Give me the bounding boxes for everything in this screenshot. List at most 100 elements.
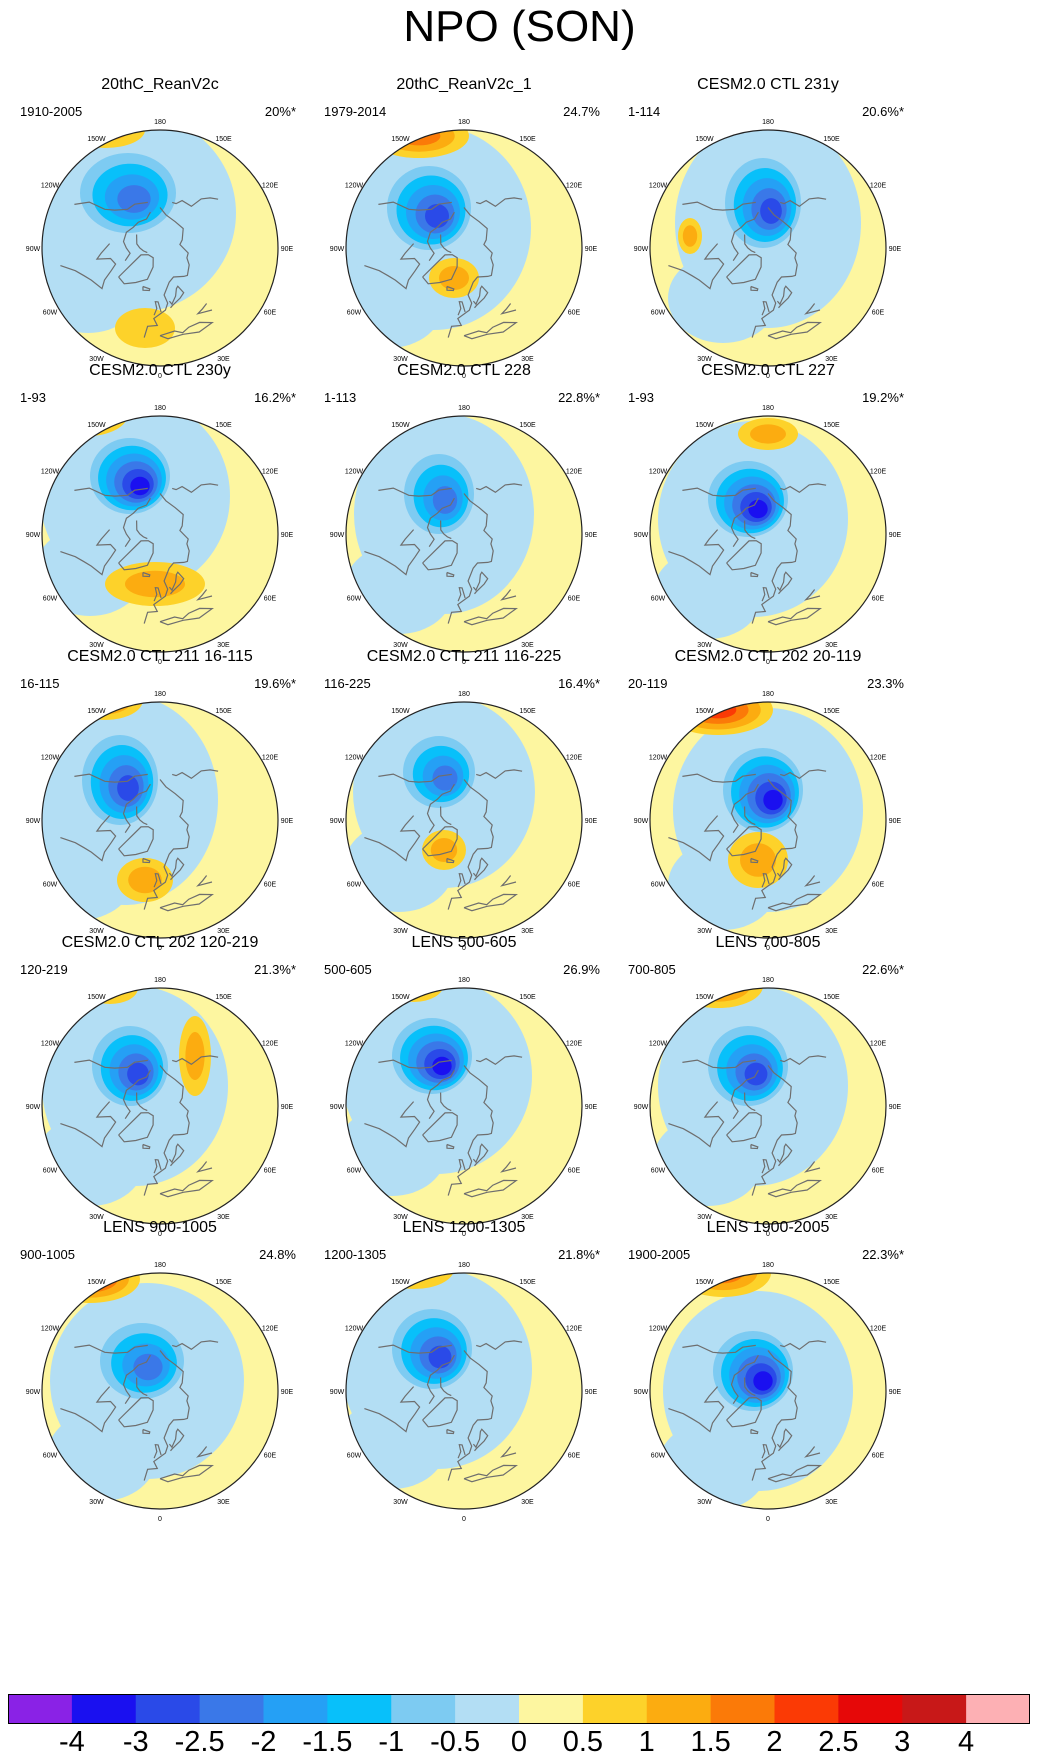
- longitude-label: 150E: [215, 1279, 232, 1286]
- panel-variance: 21.8%*: [558, 1247, 600, 1262]
- coastline: [750, 1143, 759, 1150]
- map-panel: CESM2.0 CTL 228 1-113 22.8%* 180 150E 120E 90E…: [314, 362, 614, 680]
- coastline: [143, 1065, 190, 1196]
- longitude-label: 120E: [262, 755, 279, 762]
- panel-years: 1-113: [324, 390, 357, 405]
- panel-title: LENS 700-805: [715, 934, 821, 951]
- coastline: [159, 1464, 215, 1483]
- coastline: [196, 303, 213, 315]
- longitude-label: 30W: [697, 928, 712, 935]
- coastline: [136, 1377, 148, 1397]
- longitude-label: 60E: [264, 310, 277, 317]
- longitude-label: 90W: [634, 246, 649, 253]
- panel-years: 900-1005: [20, 1247, 75, 1262]
- longitude-label: 150E: [823, 422, 840, 429]
- coastline: [153, 587, 162, 602]
- longitude-label: 180: [458, 119, 470, 126]
- coastline: [74, 1344, 148, 1354]
- coastline: [159, 893, 215, 912]
- coastline: [457, 1159, 466, 1174]
- coastline: [426, 783, 455, 834]
- longitude-label: 120E: [870, 469, 887, 476]
- longitude-label: 30W: [393, 928, 408, 935]
- colorbar-swatch: [774, 1694, 839, 1724]
- coastline: [74, 773, 148, 783]
- longitude-label: 30W: [89, 1214, 104, 1221]
- colorbar-label: 1.5: [690, 1726, 731, 1758]
- panel-title: LENS 900-1005: [103, 1219, 217, 1236]
- longitude-label: 60E: [264, 1168, 277, 1175]
- longitude-label: 60W: [651, 882, 666, 889]
- longitude-label: 150E: [215, 136, 232, 143]
- longitude-label: 30E: [521, 356, 534, 363]
- coastline: [457, 587, 466, 602]
- coastline: [118, 540, 154, 571]
- longitude-label: 60W: [651, 596, 666, 603]
- longitude-label: 120E: [566, 183, 583, 190]
- colorbar-label: -1: [378, 1726, 405, 1758]
- longitude-label: 60E: [872, 1168, 885, 1175]
- longitude-label: 150E: [215, 708, 232, 715]
- coastline: [668, 1101, 725, 1148]
- coastline: [457, 301, 466, 316]
- longitude-label: 120W: [345, 1326, 364, 1333]
- panel-variance: 22.3%*: [862, 1247, 904, 1262]
- longitude-label: 150E: [823, 1279, 840, 1286]
- coastline: [682, 487, 756, 497]
- colorbar: [8, 1694, 1030, 1724]
- map-panel: CESM2.0 CTL 202 120-219 120-219 21.3%* 180 1…: [10, 934, 310, 1252]
- coastline: [804, 875, 821, 887]
- coastline: [776, 285, 793, 309]
- panel-title: CESM2.0 CTL 230y: [89, 362, 231, 379]
- longitude-label: 180: [458, 691, 470, 698]
- longitude-label: 120E: [262, 469, 279, 476]
- map-panel: 20thC_ReanV2c_1 1979-2014 24.7% 180 150E 120E…: [314, 76, 614, 394]
- coastline: [682, 773, 756, 783]
- longitude-label: 150E: [519, 136, 536, 143]
- longitude-label: 0: [158, 659, 162, 666]
- coastline: [168, 285, 185, 309]
- longitude-label: 90E: [585, 1104, 598, 1111]
- map-panel: LENS 500-605 500-605 26.9% 180 150E 120E 90E 60…: [314, 934, 614, 1252]
- longitude-label: 90W: [26, 818, 41, 825]
- coastline: [378, 1344, 452, 1354]
- colorbar-label: -1.5: [302, 1726, 353, 1758]
- longitude-label: 120W: [345, 755, 364, 762]
- coastline: [122, 211, 151, 262]
- longitude-label: 60E: [264, 882, 277, 889]
- longitude-label: 30E: [217, 642, 230, 649]
- panel-variance: 24.8%: [259, 1247, 296, 1262]
- coastline: [143, 779, 190, 910]
- panel-title: CESM2.0 CTL 227: [701, 362, 835, 379]
- panel-variance: 22.8%*: [558, 390, 600, 405]
- coastline: [378, 487, 452, 497]
- longitude-label: 60E: [872, 882, 885, 889]
- longitude-label: 0: [158, 373, 162, 380]
- map-panel: CESM2.0 CTL 202 20-119 20-119 23.3% 180 150E…: [618, 648, 918, 966]
- colorbar-label: 1: [638, 1726, 655, 1758]
- coastline: [118, 1397, 154, 1428]
- coastline: [364, 529, 421, 576]
- coastline: [750, 571, 759, 578]
- panel-title: 20thC_ReanV2c: [101, 76, 219, 93]
- coastline: [172, 1055, 219, 1066]
- coastline: [726, 1112, 762, 1143]
- coastline: [472, 571, 489, 595]
- longitude-label: 120E: [870, 1326, 887, 1333]
- longitude-label: 180: [154, 1262, 166, 1269]
- longitude-label: 0: [766, 1516, 770, 1523]
- map-panel: 20thC_ReanV2c 1910-2005 20%* 180 150E 120E 90E…: [10, 76, 310, 394]
- longitude-label: 150E: [215, 422, 232, 429]
- panel-title: LENS 1900-2005: [706, 1219, 830, 1236]
- longitude-label: 150W: [695, 994, 714, 1001]
- coastline: [780, 197, 827, 208]
- coastline: [500, 303, 517, 315]
- coastline: [422, 1397, 458, 1428]
- panel-variance: 19.2%*: [862, 390, 904, 405]
- panel-variance: 23.3%: [867, 676, 904, 691]
- longitude-label: 120E: [566, 755, 583, 762]
- coastline: [440, 520, 452, 540]
- colorbar-swatch: [71, 1694, 137, 1724]
- coastline: [143, 1350, 190, 1481]
- coastline: [744, 234, 756, 254]
